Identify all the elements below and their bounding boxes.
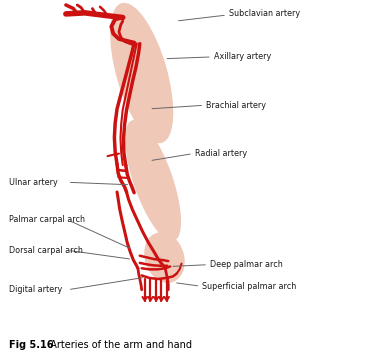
Text: Digital artery: Digital artery — [9, 285, 62, 294]
Text: Superficial palmar arch: Superficial palmar arch — [202, 282, 297, 291]
Text: Subclavian artery: Subclavian artery — [229, 9, 300, 18]
Text: Dorsal carpal arch: Dorsal carpal arch — [9, 246, 83, 255]
Text: Ulnar artery: Ulnar artery — [9, 178, 58, 187]
Text: Palmar carpal arch: Palmar carpal arch — [9, 216, 85, 225]
Text: Arteries of the arm and hand: Arteries of the arm and hand — [44, 340, 192, 350]
Text: Fig 5.16: Fig 5.16 — [9, 340, 53, 350]
Text: Axillary artery: Axillary artery — [214, 52, 271, 61]
Text: Radial artery: Radial artery — [195, 149, 247, 158]
Text: Brachial artery: Brachial artery — [206, 101, 266, 110]
Ellipse shape — [126, 121, 180, 240]
Text: Deep palmar arch: Deep palmar arch — [210, 260, 283, 269]
Ellipse shape — [145, 233, 184, 282]
Ellipse shape — [111, 4, 173, 143]
